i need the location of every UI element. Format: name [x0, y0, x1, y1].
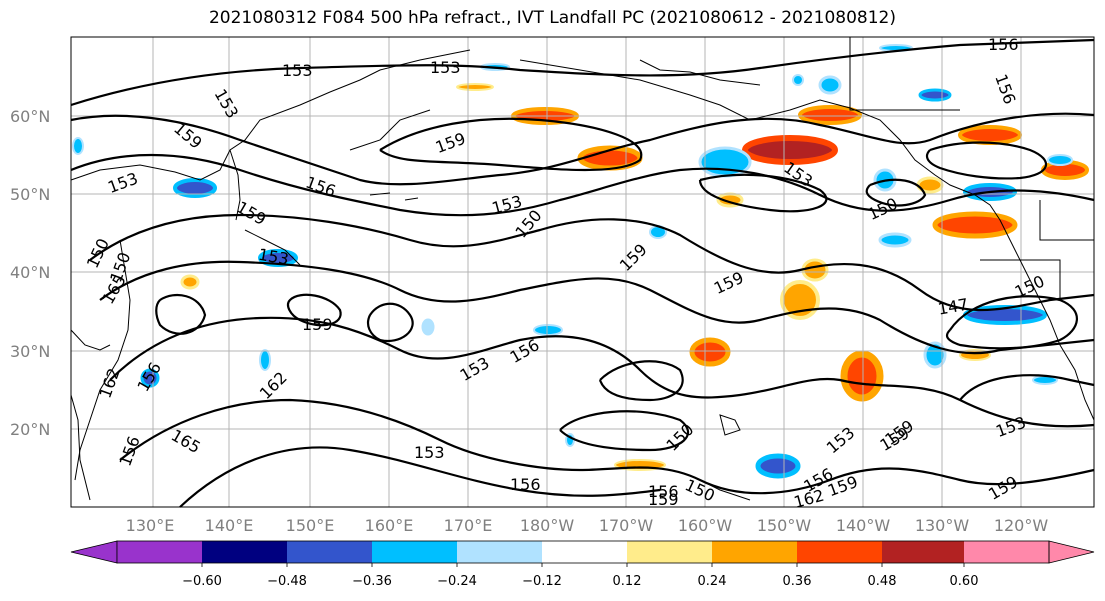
- map-title: 2021080312 F084 500 hPa refract., IVT La…: [208, 8, 896, 28]
- anomaly-patch: [742, 135, 838, 165]
- contour-label: 156: [988, 35, 1019, 54]
- colorbar-tick-label: 0.12: [613, 574, 642, 589]
- anomaly-patch: [918, 88, 952, 102]
- anomaly-patch: [958, 125, 1022, 145]
- lon-label: 140°E: [205, 516, 254, 535]
- colorbar-tick-label: −0.12: [522, 574, 562, 589]
- anomaly-patch: [1047, 154, 1073, 166]
- anomaly-patch: [533, 324, 563, 336]
- lon-label: 170°E: [444, 516, 493, 535]
- anomaly-patch: [792, 74, 804, 86]
- colorbar-tick-label: −0.60: [182, 574, 222, 589]
- lat-label: 20°N: [10, 420, 50, 439]
- latitude-labels: 60°N 50°N 40°N 30°N 20°N: [10, 107, 50, 439]
- lon-label: 170°W: [599, 516, 654, 535]
- colorbar-min-extend: [70, 540, 118, 564]
- lon-label: 130°E: [126, 516, 175, 535]
- colorbar-swatch: [202, 541, 287, 563]
- colorbar-swatch: [627, 541, 712, 563]
- lat-label: 50°N: [10, 185, 50, 204]
- lon-label: 150°W: [757, 516, 812, 535]
- lon-label: 140°W: [836, 516, 891, 535]
- lat-label: 30°N: [10, 342, 50, 361]
- colorbar-swatch: [797, 541, 882, 563]
- lon-label: 120°W: [994, 516, 1049, 535]
- lat-label: 40°N: [10, 263, 50, 282]
- anomaly-patch: [755, 453, 801, 479]
- anomaly-patch: [140, 368, 160, 388]
- anomaly-shading: [72, 44, 1089, 479]
- graticule: [71, 37, 1094, 507]
- colorbar-swatch: [117, 541, 202, 563]
- anomaly-patch: [72, 137, 84, 155]
- anomaly-patch: [840, 350, 884, 402]
- colorbar-tick-label: 0.36: [783, 574, 812, 589]
- contour-label: 156: [648, 482, 679, 501]
- colorbar-max-extend: [1048, 540, 1095, 564]
- anomaly-patch: [818, 75, 842, 95]
- anomaly-patch: [421, 318, 435, 336]
- anomaly-patch: [173, 178, 217, 198]
- contour-label: 159: [302, 315, 333, 334]
- contour-label: 156: [510, 475, 541, 494]
- colorbar-tick-label: 0.60: [950, 574, 979, 589]
- colorbar-swatch: [287, 541, 372, 563]
- map-frame: [70, 36, 1095, 508]
- contour-label: 153: [414, 443, 445, 462]
- colorbar-swatch: [964, 541, 1049, 563]
- map-panel: 153 153 156 153 159 153 156 159 153 150 …: [70, 35, 1095, 512]
- colorbar: −0.60 −0.48 −0.36 −0.24 −0.12 0.12 0.24 …: [70, 540, 1095, 589]
- colorbar-swatch: [542, 541, 627, 563]
- anomaly-patch: [689, 337, 731, 367]
- anomaly-patch: [798, 105, 862, 125]
- colorbar-tick-label: 0.48: [868, 574, 897, 589]
- height-contours: [70, 38, 1095, 508]
- lon-label: 160°W: [678, 516, 733, 535]
- lon-label: 160°E: [365, 516, 414, 535]
- anomaly-patch: [456, 83, 494, 91]
- anomaly-patch: [259, 349, 271, 371]
- colorbar-tick-label: −0.36: [352, 574, 392, 589]
- contour-label: 153: [430, 58, 461, 77]
- anomaly-patch: [878, 232, 912, 248]
- colorbar-swatch: [882, 541, 964, 563]
- lat-label: 60°N: [10, 107, 50, 126]
- colorbar-tick-label: −0.24: [437, 574, 477, 589]
- contour-label: 153: [282, 61, 313, 80]
- colorbar-swatch: [712, 541, 797, 563]
- colorbar-tick-label: 0.24: [698, 574, 727, 589]
- colorbar-swatch: [457, 541, 542, 563]
- contour-label: 159: [648, 490, 679, 509]
- coastlines: [70, 37, 1095, 501]
- longitude-labels: 130°E 140°E 150°E 160°E 170°E 180°W 170°…: [126, 516, 1049, 535]
- anomaly-patch: [932, 211, 1018, 239]
- lon-label: 130°W: [915, 516, 970, 535]
- anomaly-patch: [801, 258, 829, 282]
- lon-label: 180°W: [520, 516, 575, 535]
- colorbar-swatch: [372, 541, 457, 563]
- lon-label: 150°E: [286, 516, 335, 535]
- anomaly-patch: [180, 274, 200, 290]
- colorbar-tick-label: −0.48: [267, 574, 307, 589]
